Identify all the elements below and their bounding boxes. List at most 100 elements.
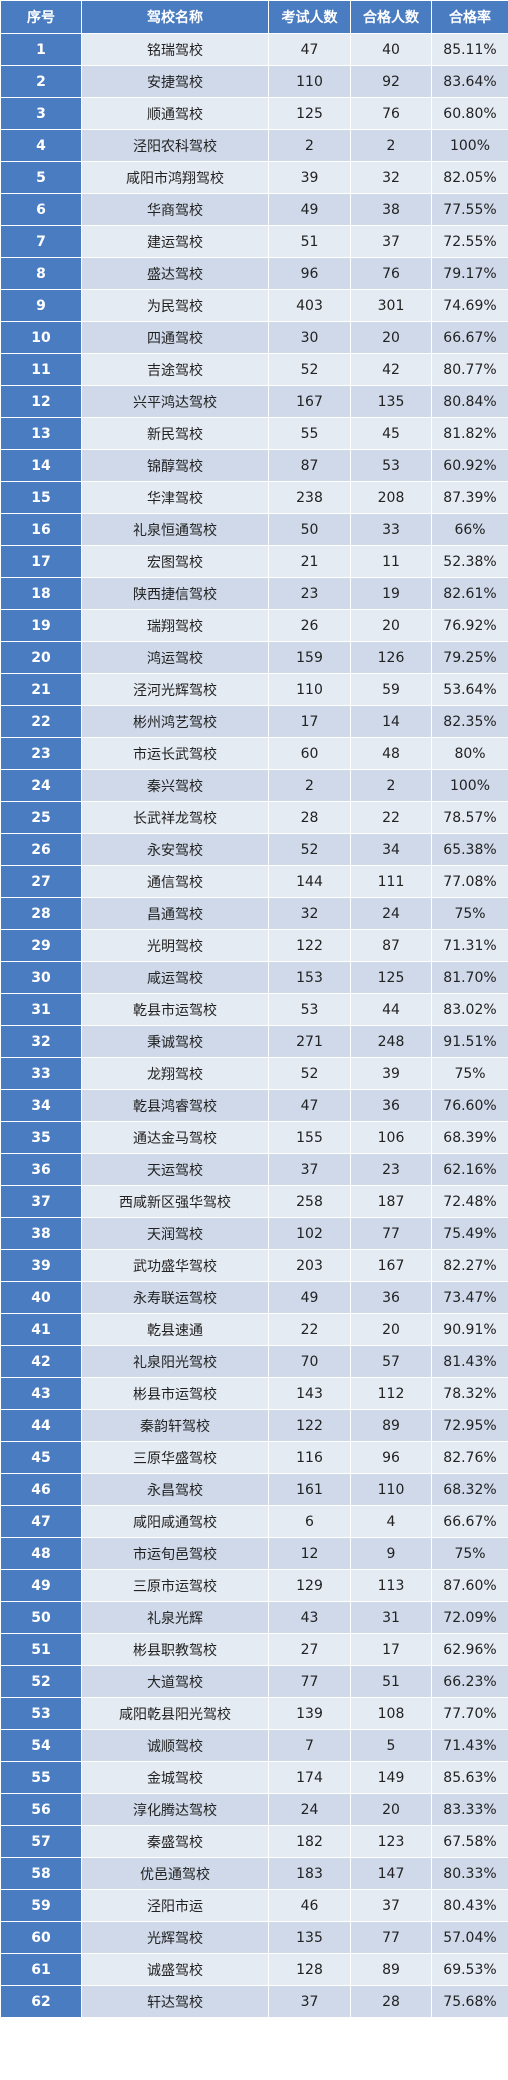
exam-count: 47 (268, 33, 351, 66)
school-name: 天运驾校 (81, 1153, 269, 1186)
pass-count: 9 (350, 1537, 432, 1570)
school-name: 礼泉阳光驾校 (81, 1345, 269, 1378)
header-exam-count: 考试人数 (268, 0, 351, 34)
pass-rate: 66.67% (431, 321, 508, 354)
pass-rate: 75.68% (431, 1985, 508, 2018)
exam-count: 37 (268, 1985, 351, 2018)
school-name: 四通驾校 (81, 321, 269, 354)
pass-rate: 81.70% (431, 961, 508, 994)
pass-count: 167 (350, 1249, 432, 1282)
row-index: 13 (0, 417, 82, 450)
pass-count: 96 (350, 1441, 432, 1474)
table-row: 57 秦盛驾校 182 123 67.58% (0, 1825, 508, 1858)
table-row: 56 淳化腾达驾校 24 20 83.33% (0, 1793, 508, 1826)
exam-count: 77 (268, 1665, 351, 1698)
school-name: 为民驾校 (81, 289, 269, 322)
pass-rate: 77.08% (431, 865, 508, 898)
table-row: 33 龙翔驾校 52 39 75% (0, 1057, 508, 1090)
exam-count: 203 (268, 1249, 351, 1282)
exam-count: 12 (268, 1537, 351, 1570)
table-row: 8 盛达驾校 96 76 79.17% (0, 257, 508, 290)
pass-rate: 78.57% (431, 801, 508, 834)
pass-count: 5 (350, 1729, 432, 1762)
table-row: 44 秦韵轩驾校 122 89 72.95% (0, 1409, 508, 1442)
pass-rate: 72.95% (431, 1409, 508, 1442)
school-name: 永寿联运驾校 (81, 1281, 269, 1314)
exam-count: 110 (268, 65, 351, 98)
pass-rate: 80.33% (431, 1857, 508, 1890)
pass-count: 2 (350, 769, 432, 802)
pass-count: 20 (350, 1793, 432, 1826)
pass-rate: 82.61% (431, 577, 508, 610)
school-name: 咸阳市鸿翔驾校 (81, 161, 269, 194)
table-row: 50 礼泉光辉 43 31 72.09% (0, 1601, 508, 1634)
school-name: 瑞翔驾校 (81, 609, 269, 642)
school-name: 铭瑞驾校 (81, 33, 269, 66)
exam-count: 32 (268, 897, 351, 930)
row-index: 29 (0, 929, 82, 962)
table-row: 1 铭瑞驾校 47 40 85.11% (0, 33, 508, 66)
school-name: 天润驾校 (81, 1217, 269, 1250)
pass-rate: 60.80% (431, 97, 508, 130)
exam-count: 52 (268, 1057, 351, 1090)
school-name: 三原市运驾校 (81, 1569, 269, 1602)
row-index: 57 (0, 1825, 82, 1858)
school-name: 鸿运驾校 (81, 641, 269, 674)
row-index: 15 (0, 481, 82, 514)
table-row: 22 彬州鸿艺驾校 17 14 82.35% (0, 705, 508, 738)
school-name: 泾河光辉驾校 (81, 673, 269, 706)
school-name: 光明驾校 (81, 929, 269, 962)
pass-rate: 68.32% (431, 1473, 508, 1506)
pass-count: 4 (350, 1505, 432, 1538)
pass-rate: 74.69% (431, 289, 508, 322)
pass-rate: 52.38% (431, 545, 508, 578)
row-index: 41 (0, 1313, 82, 1346)
row-index: 43 (0, 1377, 82, 1410)
row-index: 14 (0, 449, 82, 482)
table-row: 20 鸿运驾校 159 126 79.25% (0, 641, 508, 674)
header-school-name: 驾校名称 (81, 0, 269, 34)
school-name: 昌通驾校 (81, 897, 269, 930)
pass-count: 38 (350, 193, 432, 226)
pass-count: 28 (350, 1985, 432, 2018)
school-name: 武功盛华驾校 (81, 1249, 269, 1282)
school-name: 轩达驾校 (81, 1985, 269, 2018)
exam-count: 46 (268, 1889, 351, 1922)
pass-rate: 60.92% (431, 449, 508, 482)
pass-rate: 80.43% (431, 1889, 508, 1922)
table-row: 59 泾阳市运 46 37 80.43% (0, 1889, 508, 1922)
pass-count: 108 (350, 1697, 432, 1730)
row-index: 62 (0, 1985, 82, 2018)
header-index: 序号 (0, 0, 82, 34)
pass-count: 248 (350, 1025, 432, 1058)
exam-count: 51 (268, 225, 351, 258)
table-row: 54 诚顺驾校 7 5 71.43% (0, 1729, 508, 1762)
row-index: 18 (0, 577, 82, 610)
exam-count: 122 (268, 929, 351, 962)
pass-count: 77 (350, 1217, 432, 1250)
row-index: 54 (0, 1729, 82, 1762)
school-name: 市运旬邑驾校 (81, 1537, 269, 1570)
table-row: 58 优邑通驾校 183 147 80.33% (0, 1857, 508, 1890)
pass-count: 113 (350, 1569, 432, 1602)
table-row: 61 诚盛驾校 128 89 69.53% (0, 1953, 508, 1986)
pass-rate: 82.27% (431, 1249, 508, 1282)
exam-count: 96 (268, 257, 351, 290)
row-index: 35 (0, 1121, 82, 1154)
exam-count: 153 (268, 961, 351, 994)
row-index: 56 (0, 1793, 82, 1826)
table-row: 62 轩达驾校 37 28 75.68% (0, 1985, 508, 2018)
school-name: 大道驾校 (81, 1665, 269, 1698)
pass-count: 17 (350, 1633, 432, 1666)
pass-count: 187 (350, 1185, 432, 1218)
row-index: 34 (0, 1089, 82, 1122)
school-name: 彬州鸿艺驾校 (81, 705, 269, 738)
pass-rate: 83.02% (431, 993, 508, 1026)
row-index: 39 (0, 1249, 82, 1282)
pass-rate: 82.05% (431, 161, 508, 194)
pass-rate: 68.39% (431, 1121, 508, 1154)
pass-count: 135 (350, 385, 432, 418)
row-index: 21 (0, 673, 82, 706)
exam-count: 129 (268, 1569, 351, 1602)
pass-rate: 82.35% (431, 705, 508, 738)
